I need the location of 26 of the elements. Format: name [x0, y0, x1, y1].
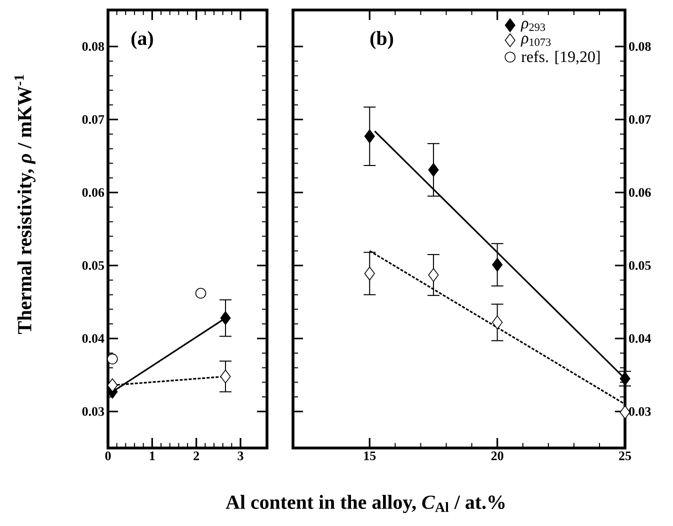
y-tick-label: 0.04	[82, 334, 104, 343]
y-tick-label: 0.07	[82, 115, 104, 124]
x-axis-title: Al content in the alloy, C$_{Al}$ / at.%	[226, 494, 505, 514]
legend-label: ρ$_{293}$	[520, 20, 546, 32]
y-axis-title: Thermal resistivity, ρ / mKW$^{-1}$	[14, 74, 36, 334]
y2-tick-label: 0.05	[629, 261, 651, 270]
y2-tick-label: 0.06	[629, 188, 651, 197]
y-tick-label: 0.08	[82, 42, 104, 51]
y2-tick-label: 0.08	[629, 42, 651, 51]
y2-tick-label: 0.03	[629, 407, 651, 416]
y-tick-label: 0.06	[82, 188, 104, 197]
x-tick-label: 15	[364, 452, 376, 460]
annotation: (a)	[131, 31, 153, 50]
x-tick-label: 3	[238, 452, 244, 460]
x-tick-label: 20	[491, 452, 504, 460]
y-tick-label: 0.03	[82, 407, 104, 416]
x-tick-label: 25	[619, 452, 632, 460]
x-tick-label: 2	[194, 452, 200, 460]
legend-label: refs. [19,20]	[521, 50, 600, 64]
x-tick-label: 1	[150, 452, 155, 460]
legend-label: ρ$_{1073}$	[520, 36, 551, 47]
y2-tick-label: 0.07	[629, 115, 651, 124]
y-tick-label: 0.05	[82, 261, 104, 270]
x-tick-label: 0	[105, 452, 111, 460]
y2-tick-label: 0.04	[629, 334, 651, 343]
annotation: (b)	[370, 31, 394, 50]
